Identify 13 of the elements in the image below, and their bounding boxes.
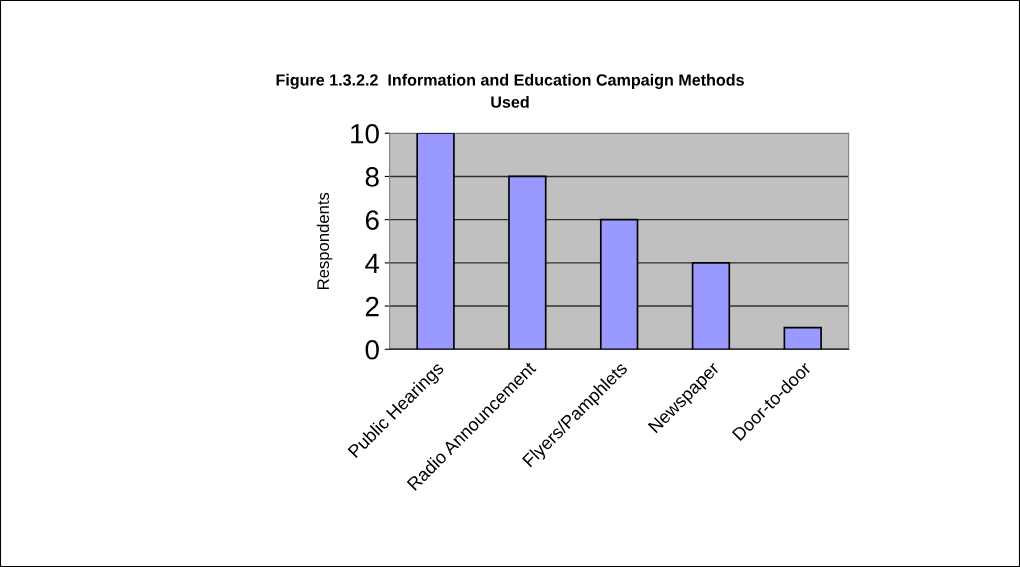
bar <box>508 175 547 350</box>
bar <box>416 133 455 350</box>
chart-title: Figure 1.3.2.2 Information and Education Campaign Methods Used <box>276 73 744 108</box>
y-tick-label: 8 <box>365 167 379 187</box>
y-tick-label: 6 <box>365 210 379 230</box>
bar <box>691 262 731 350</box>
y-axis-title: Respondents <box>316 192 333 289</box>
y-tick-label: 4 <box>365 253 380 273</box>
y-tick-label: 0 <box>365 339 379 360</box>
bar <box>783 326 822 350</box>
y-tick-label: 10 <box>351 123 379 144</box>
bar <box>599 218 639 350</box>
y-tick-label: 2 <box>365 296 379 317</box>
